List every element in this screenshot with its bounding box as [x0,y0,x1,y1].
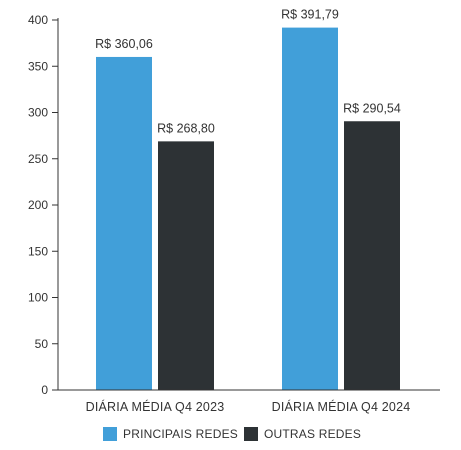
data-label: R$ 391,79 [281,8,339,22]
legend-label: OUTRAS REDES [264,427,361,441]
data-label: R$ 268,80 [157,121,215,135]
x-axis: DIÁRIA MÉDIA Q4 2023 DIÁRIA MÉDIA Q4 2024 [52,389,440,414]
legend: PRINCIPAIS REDES OUTRAS REDES [103,427,361,441]
y-tick-label: 100 [28,291,48,305]
y-tick-label: 200 [28,198,48,212]
bars: R$ 360,06 R$ 268,80 R$ 391,79 R$ 290,54 [95,8,401,391]
data-label: R$ 290,54 [343,101,401,115]
y-axis: 0 50 100 150 200 250 300 350 400 [28,13,59,397]
y-tick-label: 400 [28,13,48,27]
bar [344,121,400,391]
legend-swatch [244,427,258,441]
y-tick-label: 50 [35,337,49,351]
y-tick-label: 350 [28,59,48,73]
x-category-label: DIÁRIA MÉDIA Q4 2023 [86,399,225,414]
bar [282,27,338,391]
bar [158,141,214,390]
y-tick-label: 300 [28,106,48,120]
bar [96,56,152,391]
x-category-label: DIÁRIA MÉDIA Q4 2024 [272,399,411,414]
legend-swatch [103,427,117,441]
data-label: R$ 360,06 [95,37,153,51]
y-tick-label: 250 [28,152,48,166]
y-tick-label: 0 [41,383,48,397]
legend-label: PRINCIPAIS REDES [123,427,238,441]
y-tick-label: 150 [28,244,48,258]
